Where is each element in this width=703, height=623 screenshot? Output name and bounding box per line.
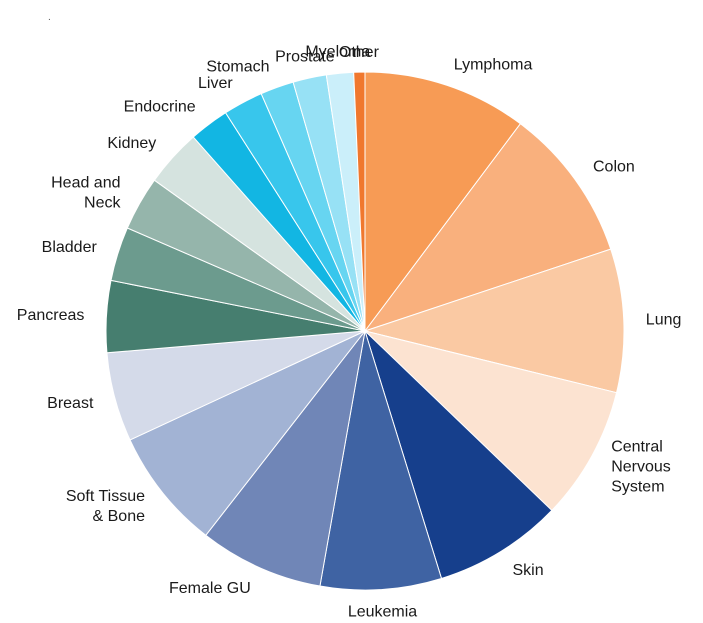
label-pancreas: Pancreas xyxy=(17,307,85,324)
label-prostate: Prostate xyxy=(275,49,335,66)
label-line: Endocrine xyxy=(124,99,196,116)
label-line: Lung xyxy=(646,312,682,329)
label-stomach: Stomach xyxy=(206,59,269,76)
slice-other xyxy=(353,71,366,332)
label-lung: Lung xyxy=(646,312,682,329)
label-line: Skin xyxy=(513,562,544,579)
label-lymphoma: Lymphoma xyxy=(454,56,533,73)
label-line: Colon xyxy=(593,159,635,176)
label-female-gu: Female GU xyxy=(169,580,251,597)
label-line: Central xyxy=(611,438,663,455)
label-line: Myeloma xyxy=(305,43,370,60)
slice-central-nervous-system xyxy=(363,330,618,512)
label-leukemia: Leukemia xyxy=(348,604,417,621)
label-myeloma: Myeloma xyxy=(305,43,370,60)
slice-female-gu xyxy=(205,330,366,587)
label-endocrine: Endocrine xyxy=(124,99,196,116)
label-soft-tissue-and-bone: Soft Tissue & Bone xyxy=(66,488,145,525)
slice-skin xyxy=(363,329,553,580)
label-other: Other xyxy=(339,44,380,61)
label-kidney: Kidney xyxy=(107,135,156,152)
label-colon: Colon xyxy=(593,159,635,176)
label-line: Prostate xyxy=(275,49,335,66)
slice-colon xyxy=(363,123,612,332)
slice-lung xyxy=(363,248,625,394)
slice-soft-tissue-and-bone xyxy=(129,330,366,536)
pie-slices xyxy=(105,71,625,591)
slice-labels: Lymphoma Colon Lung Central Nervous System Ski… xyxy=(17,43,682,620)
label-line: Leukemia xyxy=(348,604,417,621)
label-line: Other xyxy=(339,44,380,61)
label-liver: Liver xyxy=(198,75,233,92)
slice-leukemia xyxy=(319,330,443,591)
label-line: Head and xyxy=(51,175,120,192)
label-breast: Breast xyxy=(47,395,94,412)
label-line: Stomach xyxy=(206,59,269,76)
label-line: Bladder xyxy=(42,239,98,256)
label-line: Pancreas xyxy=(17,307,85,324)
slice-lymphoma xyxy=(364,71,522,333)
label-line: Breast xyxy=(47,395,94,412)
label-line: Neck xyxy=(84,195,121,212)
corner-mark: . xyxy=(48,12,51,23)
label-line: System xyxy=(611,478,664,495)
label-line: Nervous xyxy=(611,458,671,475)
label-line: Female GU xyxy=(169,580,251,597)
label-bladder: Bladder xyxy=(42,239,98,256)
label-central-nervous-system: Central Nervous System xyxy=(611,438,671,495)
label-line: & Bone xyxy=(93,508,146,525)
label-line: Kidney xyxy=(107,135,156,152)
label-line: Liver xyxy=(198,75,233,92)
label-head-and-neck: Head and Neck xyxy=(51,175,121,212)
label-line: Soft Tissue xyxy=(66,488,145,505)
label-line: Lymphoma xyxy=(454,56,533,73)
label-skin: Skin xyxy=(513,562,544,579)
